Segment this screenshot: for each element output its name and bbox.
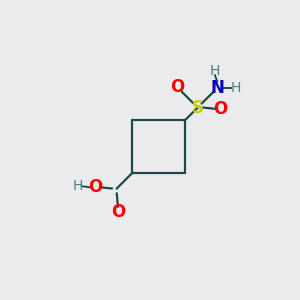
Text: H: H <box>231 81 241 95</box>
Text: H: H <box>72 179 83 193</box>
Text: O: O <box>170 78 184 96</box>
Text: O: O <box>88 178 102 196</box>
Text: O: O <box>111 202 125 220</box>
Text: S: S <box>192 99 204 117</box>
Text: N: N <box>210 79 224 97</box>
Text: H: H <box>210 64 220 78</box>
Text: O: O <box>214 100 228 118</box>
